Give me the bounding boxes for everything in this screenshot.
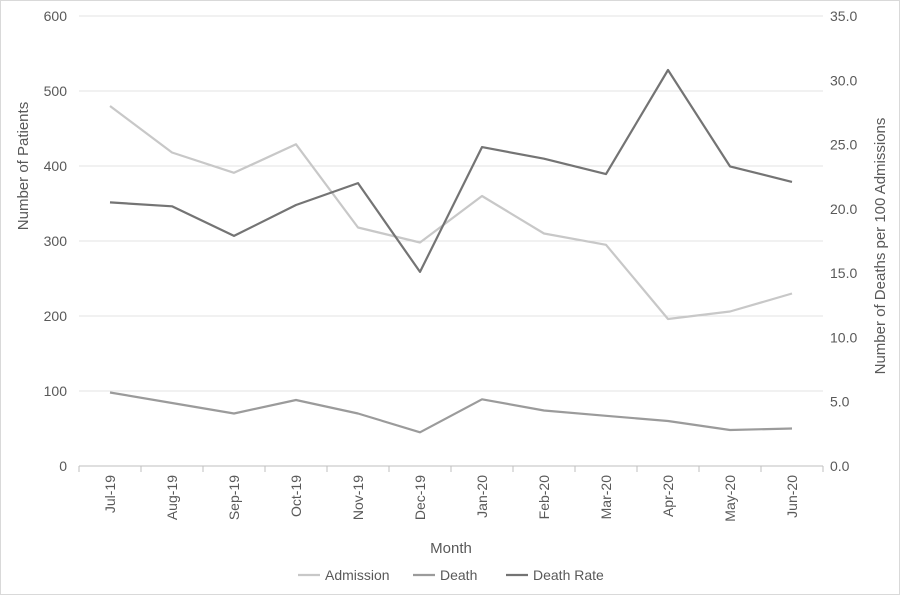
death-rate-legend-label: Death Rate xyxy=(533,567,604,583)
y-tick-label: 400 xyxy=(44,158,68,174)
y2-tick-label: 5.0 xyxy=(830,394,850,410)
y-tick-label: 500 xyxy=(44,83,68,99)
x-tick-label: Apr-20 xyxy=(660,475,676,517)
y2-tick-label: 35.0 xyxy=(830,8,857,24)
y2-tick-label: 30.0 xyxy=(830,72,857,88)
y-tick-label: 0 xyxy=(59,458,67,474)
y-tick-label: 600 xyxy=(44,8,68,24)
series-lines xyxy=(109,68,793,434)
gridlines xyxy=(78,15,824,472)
y2-axis-title: Number of Deaths per 100 Admissions xyxy=(872,118,889,375)
y2-tick-label: 15.0 xyxy=(830,265,857,281)
death-line xyxy=(109,391,793,434)
y2-tick-label: 20.0 xyxy=(830,201,857,217)
x-axis-title: Month xyxy=(430,540,472,557)
x-tick-label: Sep-19 xyxy=(226,475,242,520)
right-axis-ticks: 0.0 5.0 10.0 15.0 20.0 25.0 30.0 35.0 xyxy=(830,8,857,474)
death-legend-label: Death xyxy=(440,567,477,583)
x-tick-label: Jul-19 xyxy=(102,475,118,513)
y-tick-label: 300 xyxy=(44,233,68,249)
x-tick-label: Oct-19 xyxy=(288,475,304,517)
x-tick-label: Dec-19 xyxy=(412,475,428,520)
y-axis-title: Number of Patients xyxy=(15,102,32,230)
x-tick-label: Nov-19 xyxy=(350,475,366,520)
left-axis-ticks: 0 100 200 300 400 500 600 xyxy=(44,8,68,474)
x-axis-ticks: Jul-19 Aug-19 Sep-19 Oct-19 Nov-19 Dec-19 Jan-… xyxy=(102,475,800,522)
admission-line xyxy=(109,105,793,321)
admission-legend-label: Admission xyxy=(325,567,390,583)
x-tick-label: Jan-20 xyxy=(474,475,490,518)
legend: Admission Death Death Rate xyxy=(298,567,604,583)
y-tick-label: 100 xyxy=(44,383,68,399)
y2-tick-label: 25.0 xyxy=(830,137,857,153)
y2-tick-label: 0.0 xyxy=(830,458,850,474)
y-tick-label: 200 xyxy=(44,308,68,324)
x-tick-label: Feb-20 xyxy=(536,475,552,520)
x-tick-label: Mar-20 xyxy=(598,475,614,520)
x-tick-label: Jun-20 xyxy=(784,475,800,518)
y2-tick-label: 10.0 xyxy=(830,329,857,345)
x-tick-label: May-20 xyxy=(722,475,738,522)
death-rate-line xyxy=(109,68,793,273)
x-tick-label: Aug-19 xyxy=(164,475,180,520)
